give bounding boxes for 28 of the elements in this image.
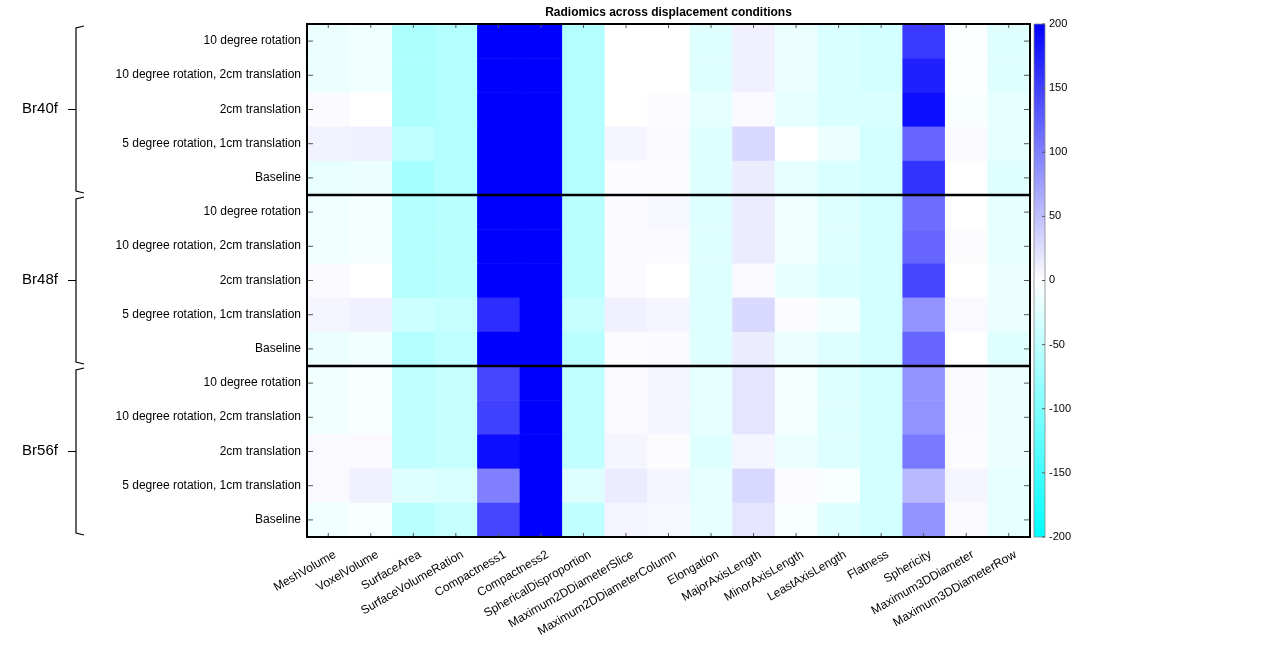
y-tick-label: 10 degree rotation bbox=[203, 33, 301, 48]
y-tick-label: 2cm translation bbox=[219, 443, 301, 458]
color-bar-label: 150 bbox=[1049, 81, 1068, 94]
y-tick-label: 2cm translation bbox=[219, 272, 301, 287]
text: Br56f bbox=[22, 441, 59, 459]
y-tick-label: 5 degree rotation, 1cm translation bbox=[122, 477, 301, 492]
y-tick-label: Baseline bbox=[254, 170, 302, 185]
color-bar-label: -150 bbox=[1049, 465, 1072, 478]
color-bar-label: 0 bbox=[1049, 273, 1056, 286]
y-tick-label: Baseline bbox=[254, 512, 302, 527]
color-bar-label: -50 bbox=[1049, 337, 1065, 350]
color-bar-label: -100 bbox=[1049, 401, 1072, 414]
text: Br48f bbox=[22, 270, 59, 288]
y-tick-label: Baseline bbox=[254, 341, 302, 356]
color-bar-label: -200 bbox=[1049, 529, 1072, 542]
y-tick-label: 10 degree rotation bbox=[203, 375, 301, 390]
y-tick-label: 10 degree rotation, 2cm translation bbox=[115, 238, 301, 253]
y-tick-label: 10 degree rotation, 2cm translation bbox=[115, 67, 301, 82]
y-tick-label: 10 degree rotation bbox=[203, 204, 301, 219]
y-tick-label: 2cm translation bbox=[219, 101, 301, 116]
color-bar-label: 50 bbox=[1049, 209, 1062, 222]
y-tick-label: 10 degree rotation, 2cm translation bbox=[115, 409, 301, 424]
color-bar-label: 100 bbox=[1049, 145, 1068, 158]
color-bar-label: 200 bbox=[1049, 16, 1068, 29]
text: Br40f bbox=[22, 99, 59, 117]
y-tick-label: 5 degree rotation, 1cm translation bbox=[122, 306, 301, 321]
y-tick-label: 5 degree rotation, 1cm translation bbox=[122, 135, 301, 150]
chart-title: Radiomics across displacement conditions bbox=[545, 5, 793, 19]
